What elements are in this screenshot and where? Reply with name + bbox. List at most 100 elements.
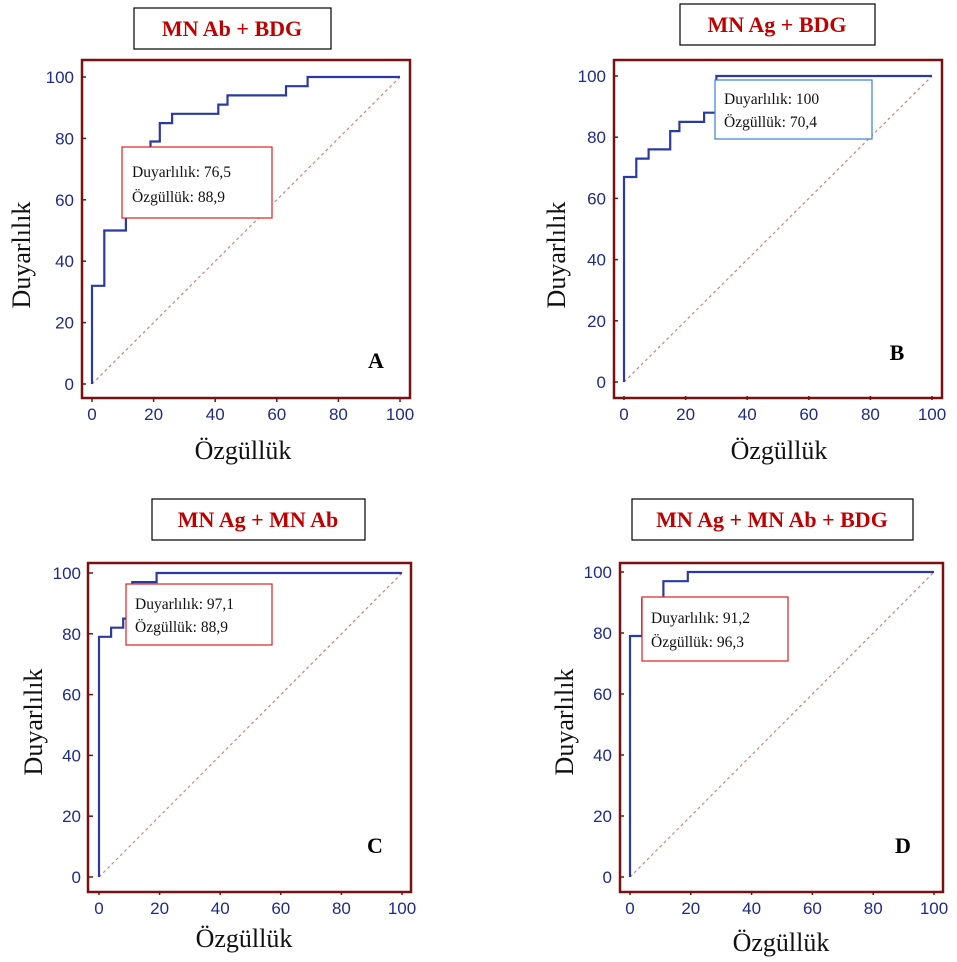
panel-a-y-tick-label: 20	[55, 314, 74, 333]
panel-a-annotation-border	[121, 146, 273, 219]
panel-c-y-tick-label: 80	[62, 625, 81, 644]
panel-d-annotation-box: Duyarlılık: 91,2 Özgüllük: 96,3	[641, 596, 789, 662]
panel-d-y-tick-label: 100	[584, 563, 612, 582]
panel-b-specificity-label: Özgüllük: 70,4	[724, 114, 817, 131]
panel-c-y-tick-label: 0	[72, 868, 81, 887]
panel-c-annotation-border	[125, 583, 273, 646]
panel-c-y-ticks: 0 20 40 60 80 100	[53, 564, 93, 887]
panel-d-x-tick-label: 40	[742, 899, 761, 918]
panel-d-y-ticks: 0 20 40 60 80 100	[584, 563, 624, 887]
panel-c-y-tick-label: 60	[62, 686, 81, 705]
panel-b-y-axis-label: Duyarlılık	[542, 202, 571, 309]
panel-b-x-tick-label: 0	[619, 405, 628, 424]
panel-a-x-tick-label: 100	[386, 405, 414, 424]
panel-a-y-tick-label: 100	[46, 68, 74, 87]
panel-d-y-tick-label: 40	[593, 746, 612, 765]
panel-b-x-tick-label: 80	[861, 405, 880, 424]
panel-a-annotation-box: Duyarlılık: 76,5 Özgüllük: 88,9	[121, 146, 273, 219]
panel-d-annotation-border	[641, 596, 789, 662]
panel-d-specificity-label: Özgüllük: 96,3	[651, 634, 744, 651]
panel-a-x-tick-label: 40	[206, 405, 225, 424]
panel-b-y-ticks: 0 20 40 60 80 100	[578, 67, 618, 392]
panel-d-letter: D	[895, 833, 911, 858]
panel-c-x-ticks: 0 20 40 60 80 100	[94, 891, 416, 918]
panel-c-x-axis-label: Özgüllük	[196, 924, 293, 953]
panel-c-x-tick-label: 80	[332, 899, 351, 918]
panel-c-plot-frame	[86, 561, 413, 894]
panel-d-x-tick-label: 20	[681, 899, 700, 918]
panel-c-x-tick-label: 20	[150, 899, 169, 918]
panel-a-diagonal-line	[91, 76, 401, 385]
panel-a-title: MN Ab + BDG	[162, 16, 302, 41]
panel-c-x-tick-label: 60	[271, 899, 290, 918]
panel-b-sensitivity-label: Duyarlılık: 100	[724, 91, 819, 108]
panel-b: MN Ag + BDG 0 20 40 60 80 100 0 20 40 60 80 100 Du…	[542, 3, 946, 465]
panel-a-y-axis-label: Duyarlılık	[7, 202, 36, 309]
panel-d-plot-frame	[618, 561, 945, 894]
panel-c-y-tick-label: 100	[53, 564, 81, 583]
panel-d-x-tick-label: 100	[920, 899, 948, 918]
panel-d: MN Ag + MN Ab + BDG 0 20 40 60 80 100 0 20 40 60…	[550, 498, 948, 957]
panel-c-x-tick-label: 40	[211, 899, 230, 918]
panel-a-x-tick-label: 0	[87, 405, 96, 424]
panel-b-title: MN Ag + BDG	[707, 12, 846, 37]
panel-c-letter: C	[367, 833, 383, 858]
panel-b-x-axis-label: Özgüllük	[731, 436, 828, 465]
panel-b-y-tick-label: 0	[597, 373, 606, 392]
panel-b-y-tick-label: 100	[578, 67, 606, 86]
panel-a-roc-curve	[90, 75, 400, 384]
panel-d-x-tick-label: 80	[864, 899, 883, 918]
panel-b-x-tick-label: 40	[738, 405, 757, 424]
panel-a-y-ticks: 0 20 40 60 80 100	[46, 68, 86, 394]
panel-c-sensitivity-label: Duyarlılık: 97,1	[135, 596, 234, 613]
panel-d-y-tick-label: 60	[593, 685, 612, 704]
panel-a-x-ticks: 0 20 40 60 80 100	[87, 398, 414, 424]
panel-a-sensitivity-label: Duyarlılık: 76,5	[132, 164, 231, 181]
panel-c-x-tick-label: 0	[94, 899, 103, 918]
panel-b-roc-curve	[622, 74, 932, 382]
panel-d-title-box	[631, 498, 914, 541]
panel-a-y-tick-label: 80	[55, 129, 74, 148]
panel-d-title: MN Ag + MN Ab + BDG	[656, 507, 888, 532]
panel-b-x-tick-label: 60	[799, 405, 818, 424]
panel-c-title-box	[151, 498, 366, 541]
panel-a-y-tick-label: 0	[65, 375, 74, 394]
panel-c-title: MN Ag + MN Ab	[178, 507, 338, 532]
panel-b-y-tick-label: 40	[587, 251, 606, 270]
panel-d-x-axis-label: Özgüllük	[733, 928, 830, 957]
panel-b-x-tick-label: 100	[918, 405, 946, 424]
panel-d-y-tick-label: 80	[593, 624, 612, 643]
panel-b-annotation-border	[714, 79, 873, 140]
panel-a-specificity-label: Özgüllük: 88,9	[132, 189, 225, 206]
panel-b-plot-frame	[612, 58, 944, 400]
panel-a: MN Ab + BDG 0 20 40 60 80 100 0 20 40 60 80 100 Du…	[7, 7, 414, 465]
panel-b-y-tick-label: 20	[587, 312, 606, 331]
panel-b-letter: B	[890, 340, 905, 365]
panel-a-y-tick-label: 40	[55, 252, 74, 271]
panel-c-roc-curve	[97, 571, 402, 877]
panel-d-x-ticks: 0 20 40 60 80 100	[625, 891, 948, 918]
panel-b-x-ticks: 0 20 40 60 80 100	[619, 396, 946, 424]
panel-b-diagonal-line	[623, 75, 933, 383]
panel-a-x-axis-label: Özgüllük	[195, 436, 292, 465]
panel-a-y-tick-label: 60	[55, 191, 74, 210]
panel-d-y-tick-label: 20	[593, 807, 612, 826]
panel-b-annotation-box: Duyarlılık: 100 Özgüllük: 70,4	[714, 79, 873, 140]
panel-d-y-axis-label: Duyarlılık	[550, 669, 579, 776]
panel-b-y-tick-label: 80	[587, 128, 606, 147]
panel-a-plot-frame	[80, 58, 412, 400]
panel-d-y-tick-label: 0	[603, 868, 612, 887]
panel-a-x-tick-label: 80	[329, 405, 348, 424]
panel-b-x-tick-label: 20	[676, 405, 695, 424]
panel-a-x-tick-label: 20	[144, 405, 163, 424]
panel-a-letter: A	[368, 348, 384, 373]
panel-b-title-box	[679, 3, 876, 46]
panel-c-y-tick-label: 40	[62, 746, 81, 765]
panel-c-annotation-box: Duyarlılık: 97,1 Özgüllük: 88,9	[125, 583, 273, 646]
panel-c-y-axis-label: Duyarlılık	[19, 669, 48, 776]
panel-a-title-box	[133, 7, 332, 50]
panel-c-y-tick-label: 20	[62, 807, 81, 826]
panel-d-x-tick-label: 60	[803, 899, 822, 918]
